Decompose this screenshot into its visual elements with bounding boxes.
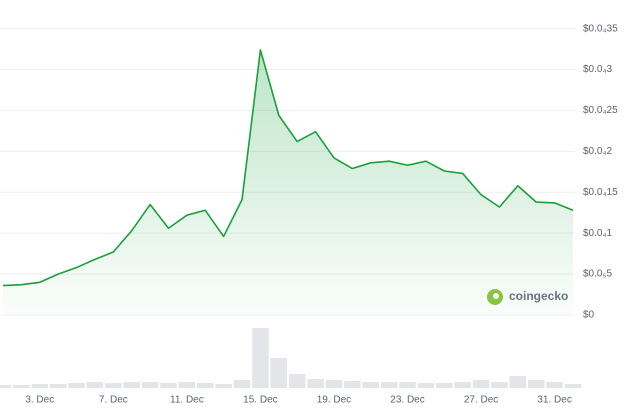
volume-bar bbox=[141, 382, 159, 388]
y-tick-label: $0.0₄3 bbox=[583, 64, 613, 75]
y-tick-label: $0.0₄1 bbox=[583, 228, 613, 239]
x-tick-label: 11. Dec bbox=[170, 395, 204, 406]
volume-bar bbox=[13, 385, 30, 388]
x-tick-label: 31. Dec bbox=[537, 395, 571, 406]
volume-bar bbox=[417, 383, 435, 388]
volume-bar bbox=[49, 384, 67, 388]
volume-bar bbox=[123, 382, 140, 388]
price-line bbox=[2, 49, 574, 287]
volume-bar bbox=[436, 383, 453, 388]
volume-bar bbox=[196, 383, 214, 388]
x-tick-label: 27. Dec bbox=[464, 395, 498, 406]
y-tick-label: $0.0₄35 bbox=[583, 23, 618, 34]
volume-bar bbox=[160, 383, 177, 388]
volume-bar bbox=[399, 382, 416, 388]
x-tick-label: 23. Dec bbox=[390, 395, 424, 406]
volume-bar bbox=[0, 385, 12, 388]
volume-bar bbox=[252, 328, 269, 388]
volume-bar bbox=[178, 382, 196, 388]
y-tick-label: $0.0₅5 bbox=[583, 269, 612, 280]
volume-bar bbox=[31, 384, 49, 388]
volume-bar bbox=[362, 382, 380, 388]
volume-bar bbox=[215, 384, 232, 388]
volume-bar bbox=[564, 384, 582, 388]
y-tick-label: $0 bbox=[583, 310, 595, 321]
volume-bar bbox=[509, 376, 527, 388]
volume-bar bbox=[233, 380, 251, 388]
volume-bar bbox=[380, 382, 398, 388]
volume-bar bbox=[288, 374, 306, 388]
volume-bar bbox=[454, 382, 471, 388]
volume-bar bbox=[325, 380, 343, 388]
y-tick-label: $0.0₄2 bbox=[583, 146, 613, 157]
volume-bar bbox=[491, 382, 508, 388]
x-tick-label: 15. Dec bbox=[243, 395, 277, 406]
x-tick-label: 19. Dec bbox=[317, 395, 351, 406]
y-tick-label: $0.0₄15 bbox=[583, 187, 618, 198]
volume-bar bbox=[344, 381, 361, 388]
x-tick-label: 7. Dec bbox=[99, 395, 128, 406]
volume-bar bbox=[270, 358, 288, 388]
price-area bbox=[3, 49, 573, 316]
volume-bar bbox=[105, 383, 122, 388]
y-tick-label: $0.0₄25 bbox=[583, 105, 618, 116]
x-tick-label: 3. Dec bbox=[25, 395, 54, 406]
volume-bar bbox=[527, 380, 545, 388]
volume-bar bbox=[472, 380, 490, 388]
volume-bar bbox=[86, 382, 104, 388]
volume-bar bbox=[546, 382, 563, 388]
volume-bar bbox=[68, 383, 85, 388]
volume-bar bbox=[307, 379, 324, 388]
